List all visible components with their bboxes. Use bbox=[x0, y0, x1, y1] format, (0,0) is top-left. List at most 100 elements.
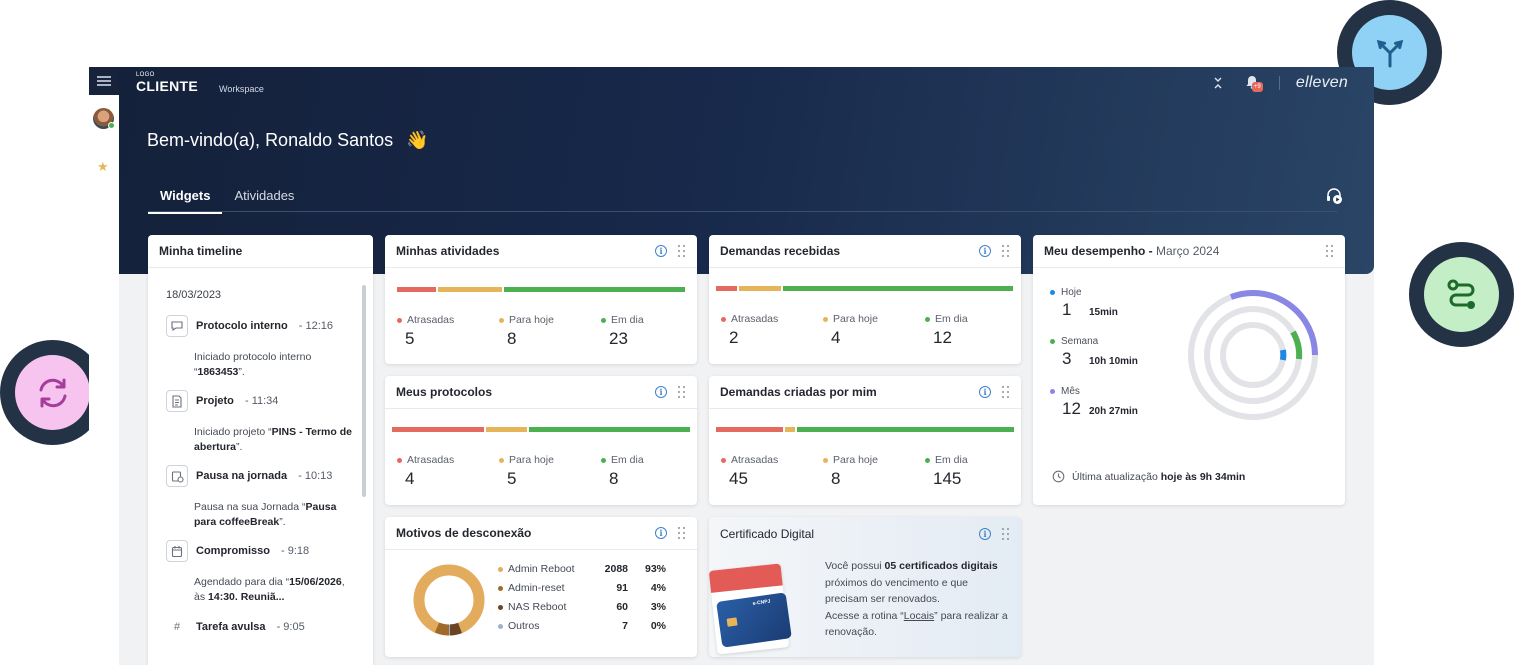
timeline-item[interactable]: Pausa na jornada - 10:13 Pausa na sua Jo… bbox=[166, 465, 356, 530]
info-icon[interactable]: i bbox=[655, 386, 667, 398]
tab-widgets[interactable]: Widgets bbox=[148, 182, 223, 214]
widget-header: Minhas atividades i bbox=[385, 235, 697, 268]
clock-pause-icon bbox=[166, 465, 188, 487]
stat-atrasadas[interactable]: Atrasadas 45 bbox=[721, 454, 778, 489]
disconnect-donut-chart bbox=[413, 564, 485, 636]
widget-header: Demandas criadas por mim i bbox=[709, 376, 1021, 409]
stat-em-dia[interactable]: Em dia 23 bbox=[601, 314, 644, 349]
stat-em-dia[interactable]: Em dia 8 bbox=[601, 454, 644, 489]
timeline-date: 18/03/2023 bbox=[166, 289, 222, 301]
drag-handle-icon[interactable] bbox=[1002, 245, 1010, 257]
perf-row-mes: Mês 12 20h 27min bbox=[1050, 386, 1138, 419]
timeline-item[interactable]: Compromisso - 9:18 Agendado para dia “15… bbox=[166, 540, 356, 605]
timeline-item-description: Iniciado protocolo interno “1863453”. bbox=[194, 351, 312, 378]
guided-tour-button[interactable] bbox=[1325, 187, 1343, 210]
calendar-icon bbox=[166, 540, 188, 562]
meus-protocolos-widget: Meus protocolos i Atrasadas 4 Para hoje 5 … bbox=[385, 376, 697, 505]
widget-title: Demandas criadas por mim bbox=[720, 385, 877, 399]
tab-atividades[interactable]: Atividades bbox=[234, 188, 295, 203]
timeline-title: Minha timeline bbox=[159, 244, 243, 258]
stat-para-hoje[interactable]: Para hoje 4 bbox=[823, 313, 878, 348]
stat-em-dia[interactable]: Em dia 145 bbox=[925, 454, 968, 489]
info-icon[interactable]: i bbox=[655, 527, 667, 539]
tab-bar: Widgets Atividades bbox=[148, 182, 306, 214]
stat-atrasadas[interactable]: Atrasadas 2 bbox=[721, 313, 778, 348]
timeline-item-name: Tarefa avulsa bbox=[196, 621, 266, 633]
widget-title: Demandas recebidas bbox=[720, 244, 841, 258]
sync-icon bbox=[39, 378, 66, 407]
locais-link[interactable]: Locais bbox=[903, 609, 935, 622]
motivo-row[interactable]: Admin Reboot 2088 93% bbox=[498, 563, 668, 575]
user-name: Ronaldo Santos bbox=[265, 130, 394, 150]
welcome-message: Bem-vindo(a), Ronaldo Santos 👋 bbox=[147, 130, 429, 151]
sidebar: ★ bbox=[89, 67, 119, 665]
period-label: Março 2024 bbox=[1156, 244, 1220, 258]
widget-title: Motivos de desconexão bbox=[396, 526, 532, 540]
drag-handle-icon[interactable] bbox=[678, 527, 686, 539]
certificado-message: Você possui 05 certificados digitais pró… bbox=[825, 560, 1008, 638]
timeline-scrollbar[interactable] bbox=[362, 285, 366, 497]
widget-header: Certificado Digital i bbox=[709, 517, 1021, 550]
header-divider bbox=[1278, 76, 1280, 90]
app-window: ★ LOGO CLIENTE Workspace +9 elleven Bem-… bbox=[89, 67, 1374, 665]
info-icon[interactable]: i bbox=[979, 386, 991, 398]
info-icon[interactable]: i bbox=[979, 245, 991, 257]
collapse-icon[interactable] bbox=[1213, 77, 1223, 89]
motivo-row[interactable]: Outros 7 0% bbox=[498, 620, 668, 632]
widget-title: Meus protocolos bbox=[396, 385, 493, 399]
minhas-atividades-widget: Minhas atividades i Atrasadas 5 Para hoje… bbox=[385, 235, 697, 364]
stat-para-hoje[interactable]: Para hoje 8 bbox=[499, 314, 554, 349]
certificado-digital-widget: Certificado Digital i e-CNPJ Você possui… bbox=[709, 517, 1021, 657]
chat-icon bbox=[166, 315, 188, 337]
stat-atrasadas[interactable]: Atrasadas 4 bbox=[397, 454, 454, 489]
widget-header: Meu desempenho - Março 2024 bbox=[1033, 235, 1345, 268]
favorites-star-icon[interactable]: ★ bbox=[97, 159, 109, 174]
timeline-item-name: Projeto bbox=[196, 395, 234, 407]
stat-em-dia[interactable]: Em dia 12 bbox=[925, 313, 968, 348]
menu-button[interactable] bbox=[89, 67, 119, 95]
workspace-label: Workspace bbox=[219, 84, 264, 94]
stat-para-hoje[interactable]: Para hoje 8 bbox=[823, 454, 878, 489]
demandas-criadas-widget: Demandas criadas por mim i Atrasadas 45 P… bbox=[709, 376, 1021, 505]
perf-row-semana: Semana 3 10h 10min bbox=[1050, 336, 1138, 369]
drag-handle-icon[interactable] bbox=[1002, 527, 1010, 540]
status-bar bbox=[397, 287, 685, 292]
drag-handle-icon[interactable] bbox=[678, 245, 686, 257]
motivo-row[interactable]: Admin-reset 91 4% bbox=[498, 582, 668, 594]
widget-header: Demandas recebidas i bbox=[709, 235, 1021, 268]
notifications-button[interactable]: +9 bbox=[1245, 74, 1263, 92]
timeline-item-description: Agendado para dia “15/06/2026, às 14:30.… bbox=[194, 576, 345, 603]
motivo-row[interactable]: NAS Reboot 60 3% bbox=[498, 601, 668, 613]
calendar-certificate-illustration: e-CNPJ bbox=[709, 557, 801, 657]
merge-arrows-icon bbox=[1376, 39, 1403, 67]
timeline-item[interactable]: # Tarefa avulsa - 9:05 bbox=[166, 616, 356, 638]
drag-handle-icon[interactable] bbox=[678, 386, 686, 398]
status-bar bbox=[716, 286, 1013, 291]
headset-play-icon bbox=[1327, 188, 1342, 204]
certificate-card-icon: e-CNPJ bbox=[716, 592, 792, 648]
perf-row-hoje: Hoje 1 15min bbox=[1050, 287, 1118, 320]
timeline-widget: Minha timeline 18/03/2023 Protocolo inte… bbox=[148, 235, 373, 665]
status-bar bbox=[392, 427, 690, 432]
widget-header: Meus protocolos i bbox=[385, 376, 697, 409]
timeline-item-time: 11:34 bbox=[251, 395, 279, 407]
history-icon bbox=[1052, 470, 1065, 483]
hamburger-icon bbox=[97, 76, 111, 86]
info-icon[interactable]: i bbox=[979, 527, 991, 540]
tabs-divider bbox=[148, 211, 1338, 212]
wave-emoji-icon: 👋 bbox=[406, 130, 429, 150]
timeline-item[interactable]: Projeto - 11:34 Iniciado projeto “PINS -… bbox=[166, 390, 356, 455]
widget-title: Meu desempenho - Março 2024 bbox=[1044, 244, 1220, 258]
drag-handle-icon[interactable] bbox=[1326, 245, 1334, 257]
route-icon bbox=[1447, 279, 1475, 309]
info-icon[interactable]: i bbox=[655, 245, 667, 257]
timeline-item[interactable]: Protocolo interno - 12:16 Iniciado proto… bbox=[166, 315, 356, 380]
drag-handle-icon[interactable] bbox=[1002, 386, 1010, 398]
brand-logo: elleven bbox=[1295, 74, 1348, 91]
last-update: Última atualização hoje às 9h 34min bbox=[1052, 470, 1245, 483]
avatar[interactable] bbox=[93, 108, 115, 129]
stat-para-hoje[interactable]: Para hoje 5 bbox=[499, 454, 554, 489]
desempenho-widget: Meu desempenho - Março 2024 Hoje 1 15min … bbox=[1033, 235, 1345, 505]
stat-atrasadas[interactable]: Atrasadas 5 bbox=[397, 314, 454, 349]
timeline-item-time: 9:18 bbox=[287, 545, 310, 557]
